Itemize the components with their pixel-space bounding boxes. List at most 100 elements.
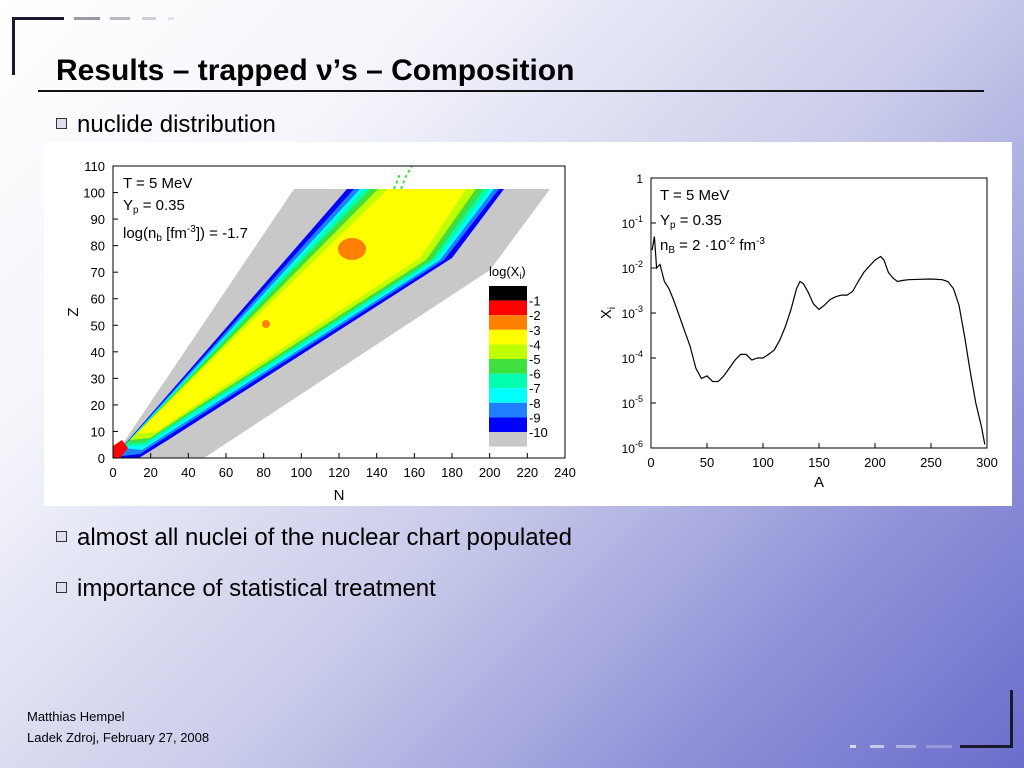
decorative-dash — [896, 745, 916, 748]
mass-distribution-panel: 0 50 100 150 200 250 300 1 10-1 10-2 10-3 10-4 10-5 1… — [578, 142, 1012, 506]
bullet-nuclide-distribution: nuclide distribution — [56, 111, 276, 139]
x-tick-label: 40 — [181, 465, 195, 480]
bullet-nuclear-chart-populated: almost all nuclei of the nuclear chart p… — [56, 524, 572, 552]
decorative-dash — [110, 17, 130, 20]
legend-label: -7 — [529, 381, 541, 396]
annotation-temperature: T = 5 MeV — [123, 175, 192, 192]
x-tick-label: 250 — [920, 455, 942, 470]
heatmap-band-yellow — [136, 189, 466, 434]
y-tick-label: 30 — [91, 371, 105, 386]
annotation-yp: Yp = 0.35 — [123, 197, 185, 216]
y-tick-label: 70 — [91, 265, 105, 280]
x-tick-label: 0 — [647, 455, 654, 470]
legend-label: -4 — [529, 337, 541, 352]
x-tick-label: 240 — [554, 465, 576, 480]
footer-author: Matthias Hempel — [27, 709, 125, 724]
corner-bracket-bottom-right — [1010, 690, 1013, 748]
bullet-text: nuclide distribution — [77, 111, 276, 138]
x-tick-label: 150 — [808, 455, 830, 470]
heatmap-axes: 0 20 40 60 80 100 120 140 160 180 200 220 240 0 10 20 30… — [65, 159, 576, 504]
annotation-temperature: T = 5 MeV — [660, 187, 729, 204]
heatmap-dashed-extension — [393, 173, 401, 190]
title-underline — [38, 90, 984, 92]
x-tick-label: 80 — [256, 465, 270, 480]
y-tick-label: 0 — [98, 451, 105, 466]
annotation-density: log(nb [fm-3]) = -1.7 — [123, 224, 248, 244]
bullet-square-icon — [56, 118, 67, 129]
y-tick-label: 10-1 — [622, 214, 643, 231]
legend-label: -5 — [529, 352, 541, 367]
legend-label: -9 — [529, 410, 541, 425]
y-tick-label: 10-4 — [622, 349, 643, 366]
y-tick-label: 100 — [83, 186, 105, 201]
legend-label: -1 — [529, 294, 541, 309]
footer-date: Ladek Zdroj, February 27, 2008 — [27, 730, 210, 745]
y-axis-label: Z — [65, 307, 82, 316]
y-tick-label: 60 — [91, 292, 105, 307]
x-tick-label: 120 — [328, 465, 350, 480]
legend-swatch — [489, 315, 527, 330]
legend-swatch — [489, 417, 527, 432]
decorative-dash — [926, 745, 952, 748]
y-axis-label: Xi — [598, 307, 618, 319]
x-axis-label: N — [334, 487, 345, 504]
x-tick-label: 0 — [109, 465, 116, 480]
x-tick-label: 60 — [219, 465, 233, 480]
legend-label: -6 — [529, 367, 541, 382]
heatmap-peak-orange-small — [262, 320, 270, 328]
bullet-square-icon — [56, 582, 67, 593]
y-tick-label: 1 — [636, 172, 643, 186]
mass-distribution-series — [651, 236, 986, 445]
x-tick-label: 100 — [752, 455, 774, 470]
y-tick-label: 80 — [91, 239, 105, 254]
x-tick-label: 200 — [864, 455, 886, 470]
y-tick-label: 10-2 — [622, 259, 643, 276]
legend-swatch — [489, 286, 527, 301]
bullet-statistical-treatment: importance of statistical treatment — [56, 575, 436, 603]
legend-label: -8 — [529, 396, 541, 411]
y-tick-label: 90 — [91, 212, 105, 227]
heatmap-legend: -1-2-3-4-5-6-7-8-9-10 — [489, 286, 548, 447]
decorative-dash — [870, 745, 884, 748]
y-tick-label: 20 — [91, 398, 105, 413]
decorative-dash — [74, 17, 100, 20]
heatmap-dashed-extension — [400, 166, 413, 190]
x-tick-label: 160 — [403, 465, 425, 480]
x-axis-label: A — [814, 474, 824, 491]
legend-title: log(Xi) — [489, 264, 526, 281]
x-tick-label: 220 — [516, 465, 538, 480]
legend-swatch — [489, 344, 527, 359]
corner-bracket-top-left — [12, 17, 15, 75]
x-tick-label: 180 — [441, 465, 463, 480]
heatmap-bands — [113, 166, 550, 458]
y-tick-label: 10 — [91, 424, 105, 439]
annotation-density: nB = 2 ·10-2 fm-3 — [660, 236, 765, 256]
heatmap-peak-orange — [338, 238, 366, 260]
legend-label: -10 — [529, 425, 548, 440]
legend-swatch — [489, 300, 527, 316]
nuclide-chart-panel: 0 20 40 60 80 100 120 140 160 180 200 220 240 0 10 20 30… — [44, 142, 588, 506]
y-tick-label: 10-3 — [622, 304, 643, 321]
legend-swatch — [489, 359, 527, 374]
x-tick-label: 140 — [366, 465, 388, 480]
annotation-yp: Yp = 0.35 — [660, 212, 722, 231]
y-tick-label: 10-6 — [622, 439, 643, 456]
x-tick-label: 50 — [700, 455, 714, 470]
heatmap-hot-corner — [113, 440, 128, 458]
y-tick-label: 110 — [84, 159, 105, 174]
legend-swatch — [489, 432, 527, 447]
legend-swatch — [489, 402, 527, 418]
legend-label: -3 — [529, 323, 541, 338]
bullet-square-icon — [56, 531, 67, 542]
decorative-dash — [142, 17, 156, 20]
decorative-dash — [850, 745, 856, 748]
legend-swatch — [489, 329, 527, 345]
legend-swatch — [489, 373, 527, 389]
bullet-text: importance of statistical treatment — [77, 575, 436, 602]
x-tick-label: 20 — [143, 465, 157, 480]
corner-bracket-top-left-horizontal — [12, 17, 64, 20]
line-axes: 0 50 100 150 200 250 300 1 10-1 10-2 10-3 10-4 10-5 1… — [598, 172, 998, 491]
y-tick-label: 40 — [91, 345, 105, 360]
legend-label: -2 — [529, 308, 541, 323]
bullet-text: almost all nuclei of the nuclear chart p… — [77, 524, 572, 551]
